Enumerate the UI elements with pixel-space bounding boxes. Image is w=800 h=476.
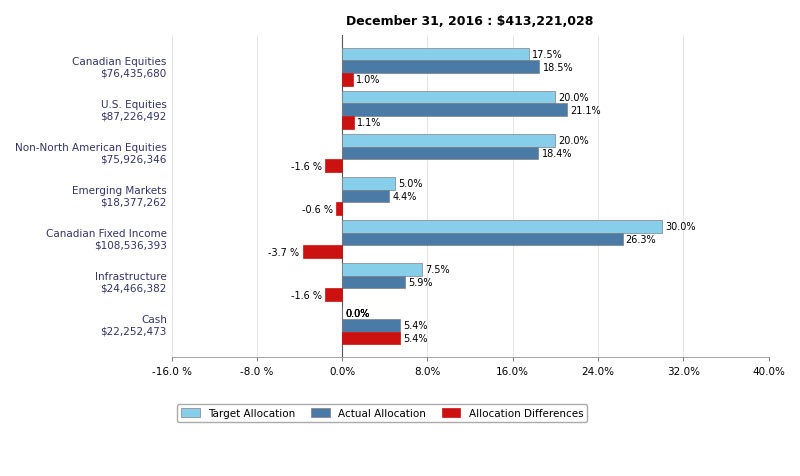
Bar — [342, 92, 555, 104]
Bar — [336, 203, 342, 216]
Text: 5.4%: 5.4% — [403, 320, 427, 330]
Text: -1.6 %: -1.6 % — [291, 161, 322, 171]
Bar — [302, 246, 342, 258]
Text: 20.0%: 20.0% — [558, 93, 589, 103]
Bar — [325, 289, 342, 301]
Bar — [342, 319, 400, 332]
Text: 17.5%: 17.5% — [532, 50, 562, 60]
Text: 4.4%: 4.4% — [392, 191, 417, 201]
Bar — [325, 160, 342, 172]
Bar — [342, 135, 555, 147]
Text: 1.1%: 1.1% — [357, 118, 382, 128]
Text: 1.0%: 1.0% — [356, 75, 381, 85]
Text: 5.4%: 5.4% — [403, 333, 427, 343]
Text: 5.9%: 5.9% — [408, 278, 433, 288]
Title: December 31, 2016 : $413,221,028: December 31, 2016 : $413,221,028 — [346, 15, 594, 28]
Text: -1.6 %: -1.6 % — [291, 290, 322, 300]
Bar — [342, 74, 353, 87]
Text: 7.5%: 7.5% — [426, 265, 450, 275]
Bar — [342, 264, 422, 276]
Bar — [342, 220, 662, 233]
Bar — [342, 147, 538, 160]
Bar — [342, 117, 354, 129]
Bar — [342, 61, 539, 74]
Text: -0.6 %: -0.6 % — [302, 204, 333, 214]
Text: 18.4%: 18.4% — [542, 149, 572, 159]
Bar — [342, 332, 400, 345]
Text: 0.0%: 0.0% — [346, 308, 370, 318]
Text: -3.7 %: -3.7 % — [269, 247, 299, 257]
Bar — [342, 233, 622, 246]
Bar — [342, 178, 395, 190]
Legend: Target Allocation, Actual Allocation, Allocation Differences: Target Allocation, Actual Allocation, Al… — [177, 404, 587, 423]
Text: 21.1%: 21.1% — [570, 106, 601, 116]
Text: 0.0%: 0.0% — [346, 308, 370, 318]
Bar — [342, 190, 389, 203]
Text: 20.0%: 20.0% — [558, 136, 589, 146]
Text: 18.5%: 18.5% — [542, 62, 573, 72]
Text: 0.0%: 0.0% — [346, 308, 370, 318]
Bar — [342, 104, 567, 117]
Text: 5.0%: 5.0% — [398, 179, 423, 189]
Bar — [342, 49, 529, 61]
Text: 26.3%: 26.3% — [626, 235, 656, 245]
Text: 30.0%: 30.0% — [665, 222, 696, 232]
Bar — [342, 276, 405, 289]
